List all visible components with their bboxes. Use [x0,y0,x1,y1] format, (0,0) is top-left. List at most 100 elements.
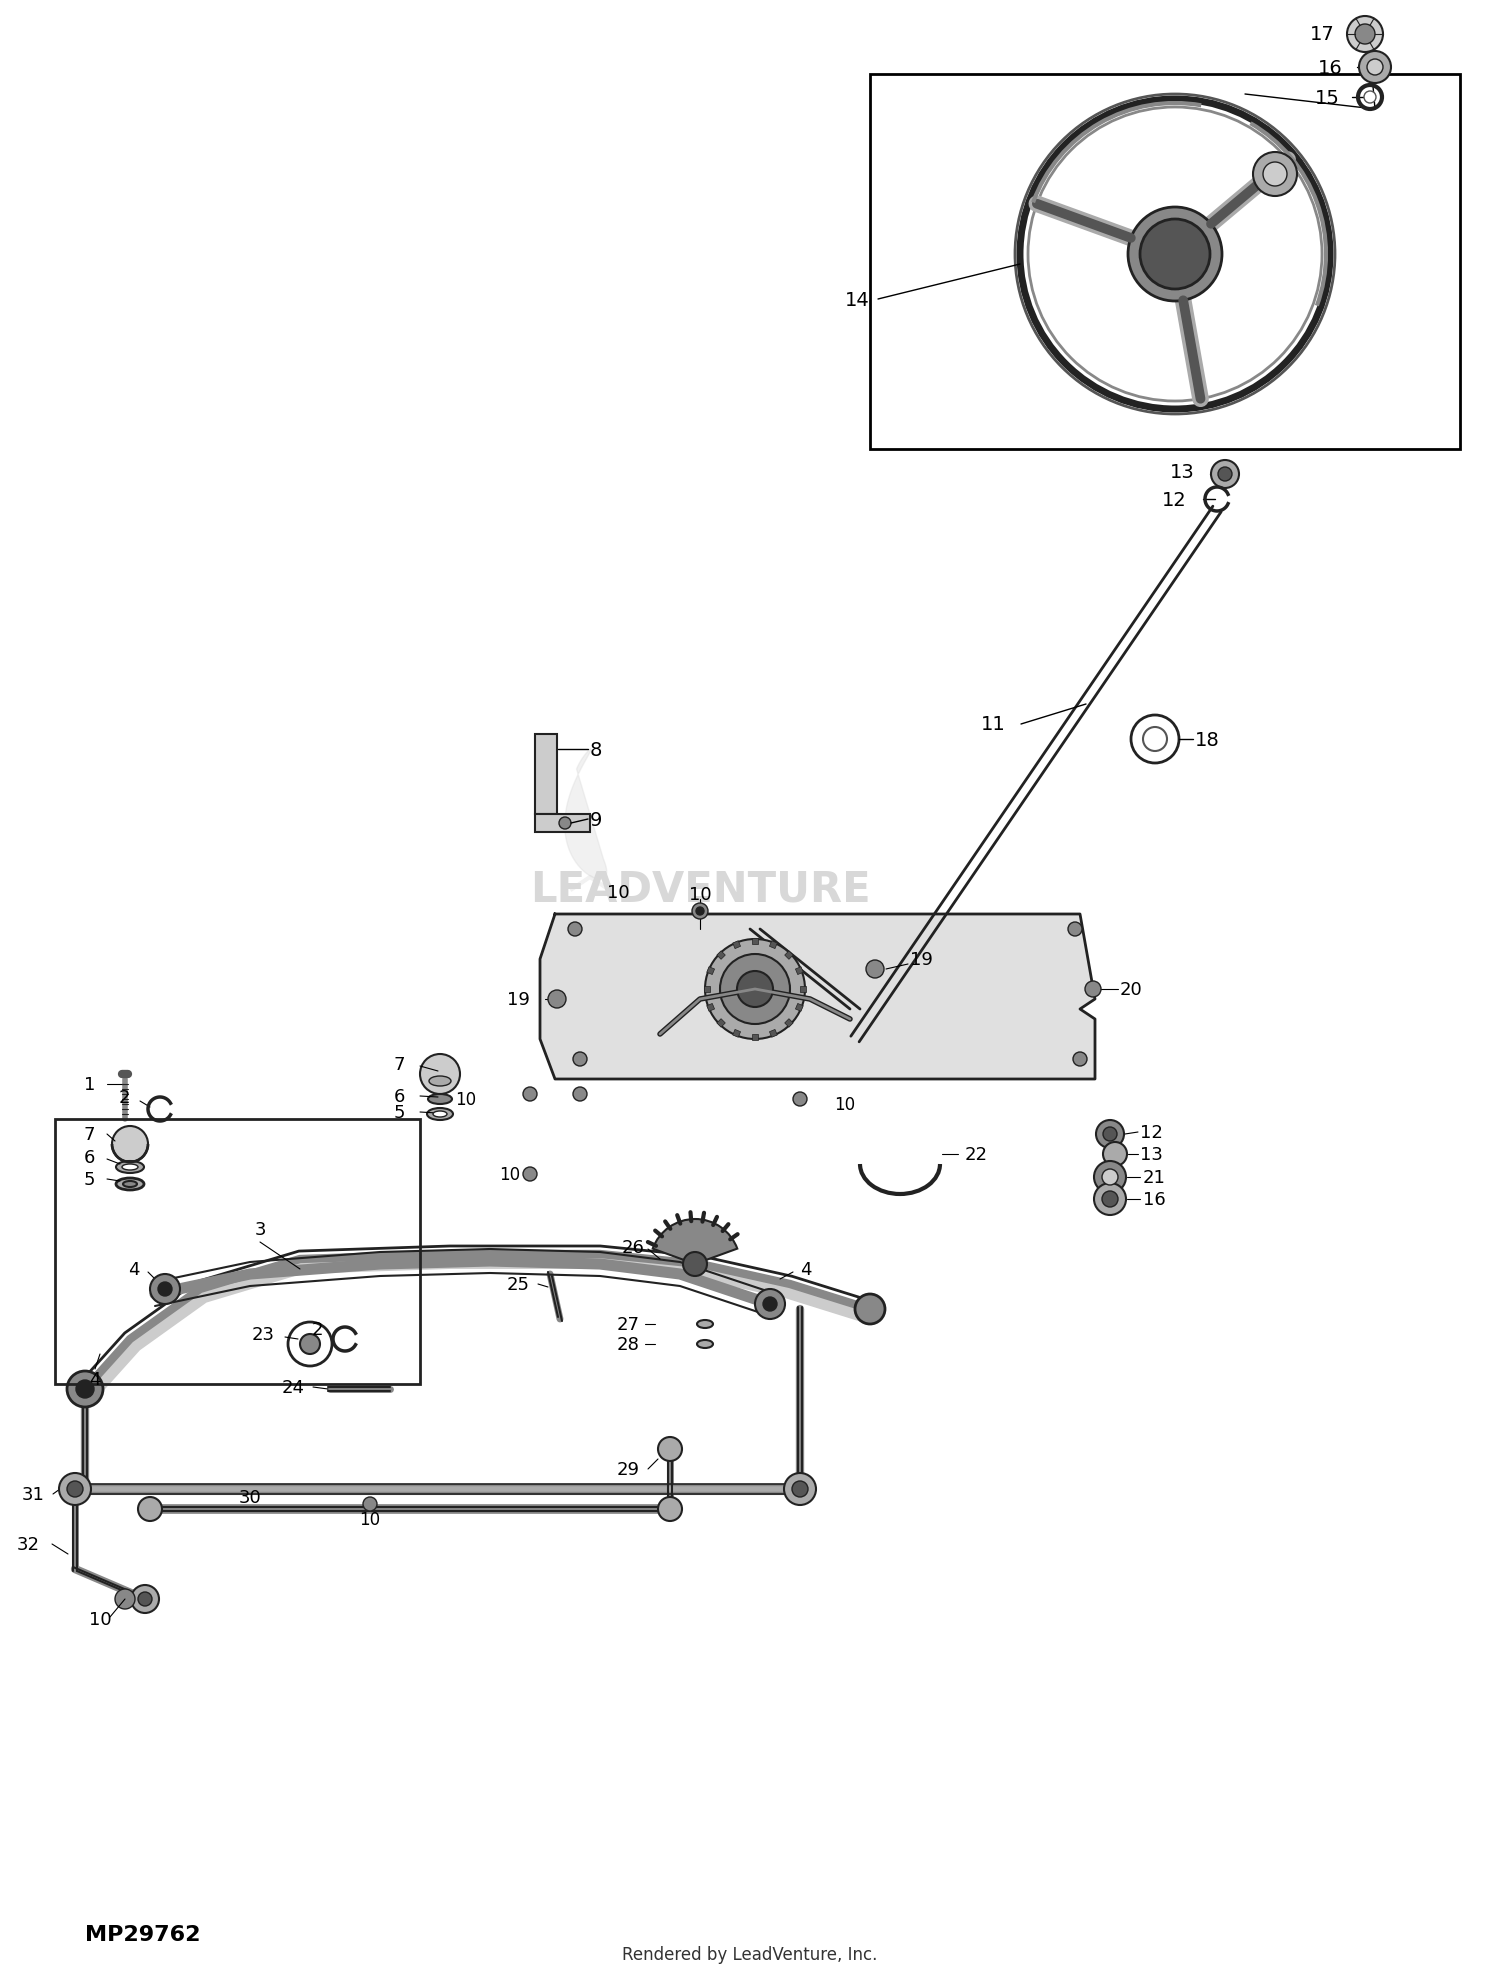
Circle shape [1347,18,1383,54]
Circle shape [658,1496,682,1522]
Bar [870,75,1460,450]
Circle shape [1218,468,1231,482]
Circle shape [548,991,566,1009]
Text: 16: 16 [1143,1191,1166,1209]
Text: 22: 22 [964,1146,988,1163]
Circle shape [150,1274,180,1304]
Circle shape [1096,1120,1124,1148]
Bar [752,939,758,945]
Text: 11: 11 [981,716,1006,733]
Text: 19: 19 [507,991,530,1009]
Bar [706,1005,714,1011]
Text: 10: 10 [360,1510,381,1528]
Circle shape [1102,1169,1118,1185]
Circle shape [524,1088,537,1102]
Circle shape [420,1054,460,1094]
Ellipse shape [698,1340,712,1348]
Circle shape [720,955,790,1025]
Polygon shape [564,749,606,880]
Text: 14: 14 [844,289,870,309]
Circle shape [62,1475,88,1502]
Text: 4: 4 [90,1370,101,1387]
Circle shape [1364,91,1376,103]
Text: 8: 8 [590,739,603,759]
Circle shape [1068,922,1082,937]
Text: 7: 7 [393,1056,405,1074]
Circle shape [682,1253,706,1276]
Ellipse shape [427,1108,453,1120]
Ellipse shape [433,1112,447,1118]
Ellipse shape [429,1076,451,1086]
Circle shape [573,1052,586,1066]
Bar [536,735,556,815]
Text: LEADVENTURE: LEADVENTURE [530,868,870,910]
Circle shape [58,1473,92,1504]
Text: 1: 1 [84,1076,94,1094]
Text: 15: 15 [1316,89,1340,107]
Text: MP29762: MP29762 [86,1925,201,1944]
Circle shape [1263,163,1287,186]
Text: 31: 31 [22,1485,45,1502]
Circle shape [363,1496,376,1510]
Circle shape [116,1590,135,1609]
Circle shape [1140,220,1210,289]
Bar [784,951,794,959]
Polygon shape [540,914,1095,1080]
Circle shape [1354,26,1376,46]
Circle shape [300,1334,320,1354]
Circle shape [736,971,772,1007]
Text: 19: 19 [910,951,933,969]
Text: 4: 4 [800,1261,812,1278]
Bar [732,941,741,949]
Circle shape [1131,716,1179,763]
Text: 18: 18 [1196,729,1219,749]
Bar [795,1005,804,1011]
Circle shape [865,961,883,979]
Circle shape [68,1481,82,1496]
Circle shape [138,1496,162,1522]
Text: 23: 23 [252,1326,274,1344]
Ellipse shape [427,1094,451,1104]
Text: 24: 24 [282,1377,304,1395]
Ellipse shape [698,1320,712,1328]
Text: 6: 6 [393,1088,405,1106]
Text: 2: 2 [312,1320,322,1338]
Bar [770,941,777,949]
Bar [717,1019,726,1027]
Text: 32: 32 [16,1536,40,1554]
Ellipse shape [122,1163,138,1171]
Bar [704,987,710,993]
Circle shape [794,1092,807,1106]
Text: 6: 6 [84,1148,94,1167]
Text: 10: 10 [500,1165,520,1183]
Circle shape [560,819,572,830]
Wedge shape [652,1219,738,1265]
Bar [800,987,806,993]
Circle shape [1366,59,1383,75]
Circle shape [573,1088,586,1102]
Circle shape [68,1372,104,1407]
Bar [536,815,590,832]
Circle shape [112,1126,148,1161]
Circle shape [1143,727,1167,751]
Text: 2: 2 [118,1088,130,1106]
Circle shape [696,908,703,916]
Text: 12: 12 [1140,1124,1162,1142]
Text: 10: 10 [88,1609,111,1627]
Circle shape [1210,460,1239,490]
Circle shape [1359,52,1390,83]
Bar [784,1019,794,1027]
Circle shape [1084,981,1101,997]
Text: 5: 5 [393,1104,405,1122]
Circle shape [1072,1052,1088,1066]
Text: 5: 5 [84,1171,94,1189]
Circle shape [754,1290,784,1320]
Text: 28: 28 [616,1336,640,1354]
Text: 16: 16 [1318,59,1342,77]
Text: 17: 17 [1310,26,1335,44]
Circle shape [693,904,706,918]
Text: 27: 27 [616,1316,640,1334]
Circle shape [568,922,582,937]
Circle shape [524,1167,537,1181]
Circle shape [1102,1142,1126,1167]
